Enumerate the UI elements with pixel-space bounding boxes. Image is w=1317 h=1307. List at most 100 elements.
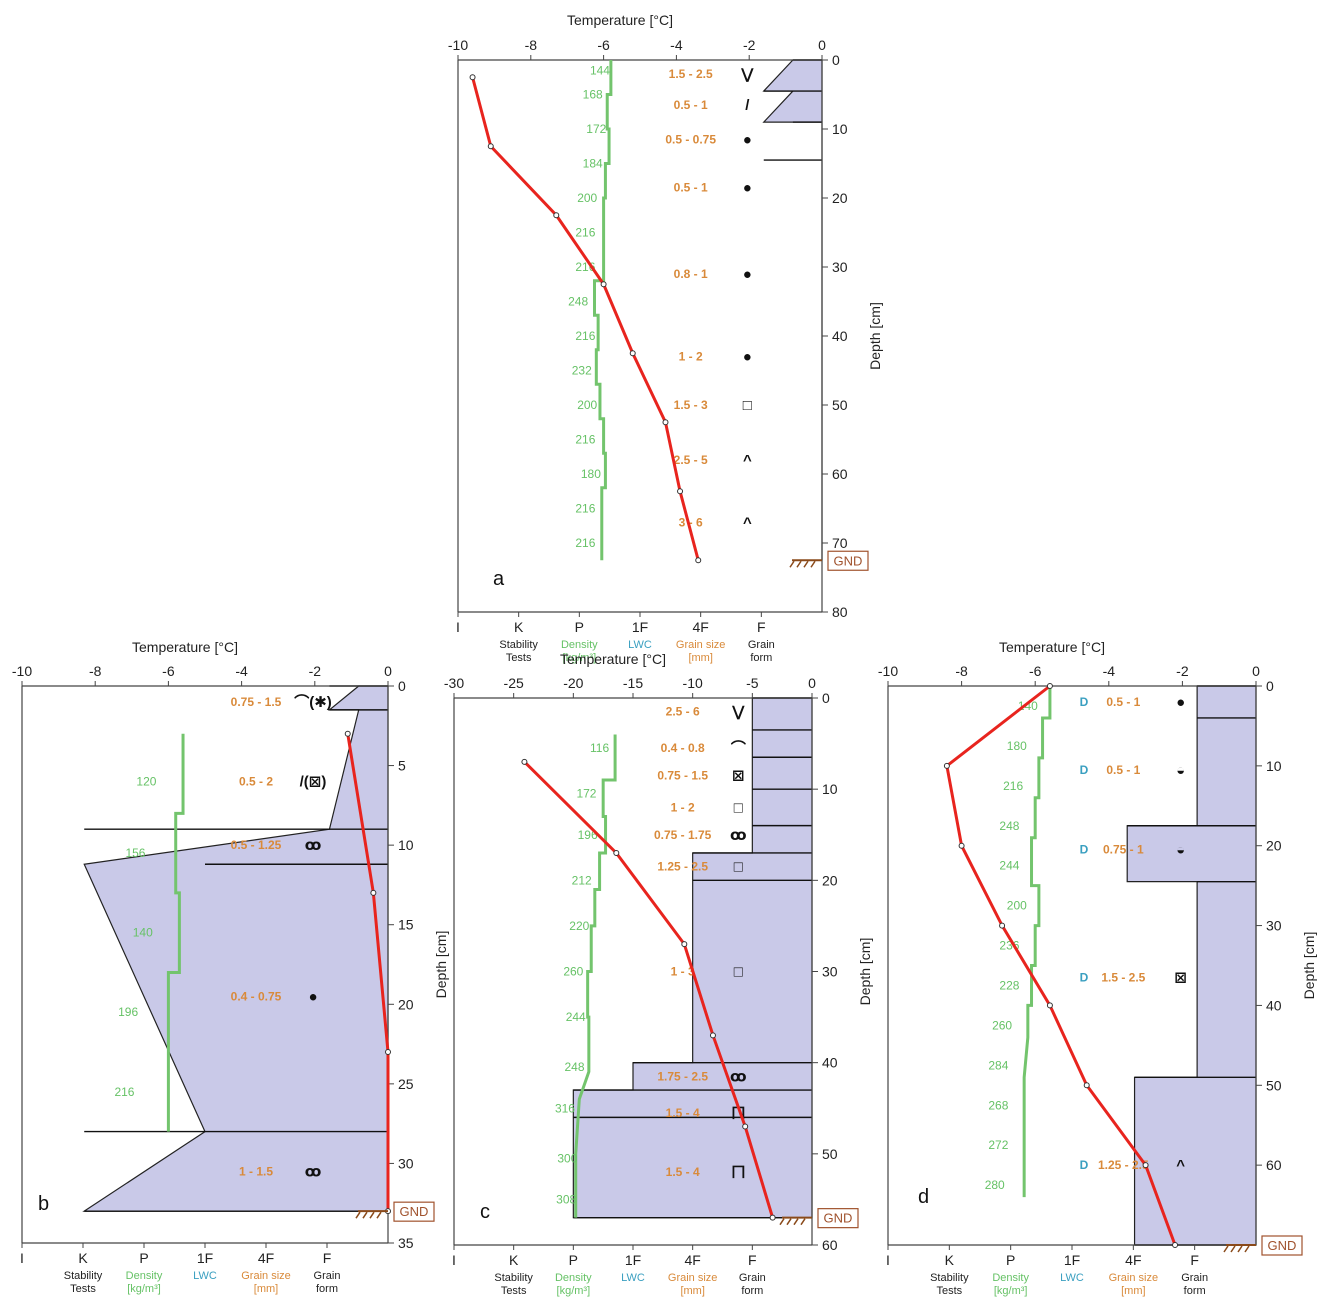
grain-form-fragmented(new-snow)-icon: ⌒(✱) xyxy=(294,693,332,711)
grain-size-label: 1.25 - 2.5 xyxy=(657,860,708,874)
grain-form-melt-forms-icon: ꝏ xyxy=(305,1163,322,1180)
temperature-point xyxy=(769,1214,776,1221)
density-label: 216 xyxy=(575,502,595,516)
grain-form-melt-forms-icon: ꝏ xyxy=(730,827,747,844)
column-title: LWC xyxy=(621,1272,645,1284)
grain-size-label: 0.75 - 1 xyxy=(1103,843,1144,857)
temperature-tick-label: -10 xyxy=(448,37,468,53)
grain-size-label: 3 - 6 xyxy=(679,515,703,529)
grain-size-label: 1.5 - 3 xyxy=(674,398,708,412)
column-title: Grain size xyxy=(668,1272,718,1284)
ground-hatch xyxy=(355,1211,361,1219)
depth-tick-label: 60 xyxy=(1266,1157,1282,1173)
density-label: 180 xyxy=(581,467,601,481)
temperature-point xyxy=(1046,1002,1053,1009)
temperature-tick-label: 0 xyxy=(384,663,392,679)
grain-form-depth-hoar-icon: ^ xyxy=(743,514,752,531)
grain-size-label: 1.5 - 2.5 xyxy=(669,67,713,81)
density-label: 232 xyxy=(572,364,592,378)
temperature-tick-label: -2 xyxy=(309,663,322,679)
temperature-tick-label: -5 xyxy=(746,675,759,691)
column-title: Stability xyxy=(494,1272,533,1284)
temperature-point xyxy=(1046,683,1053,689)
column-title: [mm] xyxy=(1121,1285,1145,1297)
column-title: Grain size xyxy=(1109,1272,1159,1284)
ground-label-box xyxy=(827,550,869,571)
depth-tick-label: 30 xyxy=(822,964,838,980)
density-label: 172 xyxy=(586,122,606,136)
temperature-point xyxy=(613,849,620,856)
depth-tick-label: 0 xyxy=(822,690,830,706)
grain-size-label: 2.5 - 5 xyxy=(674,453,708,467)
density-profile-line xyxy=(166,733,185,1132)
temperature-point xyxy=(385,1049,391,1056)
depth-axis-title: Depth [cm] xyxy=(433,931,449,999)
density-label: 184 xyxy=(583,157,603,171)
depth-tick-label: 20 xyxy=(832,190,848,206)
column-title: Tests xyxy=(501,1285,527,1297)
temperature-point xyxy=(521,758,528,765)
lwc-label: D xyxy=(1080,970,1089,984)
ground-hatch xyxy=(779,1218,785,1226)
ground-label-box xyxy=(817,1208,859,1229)
temperature-point xyxy=(681,941,688,948)
density-label: 316 xyxy=(555,1101,575,1115)
grain-form-rounded-icon: ● xyxy=(308,988,317,1005)
ground-label-box xyxy=(1261,1235,1303,1256)
density-label: 272 xyxy=(988,1138,1008,1152)
temperature-tick-label: -10 xyxy=(683,675,703,691)
temperature-tick-label: -10 xyxy=(878,663,898,679)
column-title: Tests xyxy=(506,652,532,664)
column-title: [kg/m³] xyxy=(557,1285,591,1297)
grain-size-label: 1.5 - 2.5 xyxy=(1101,970,1145,984)
density-label: 168 xyxy=(583,88,603,102)
density-label: 216 xyxy=(1003,779,1023,793)
grain-size-label: 1.5 - 4 xyxy=(666,1165,700,1179)
temperature-tick-label: -20 xyxy=(563,675,583,691)
grain-form-new-snow-icon: ⋁ xyxy=(741,66,754,83)
grain-size-label: 0.5 - 2 xyxy=(239,774,273,788)
column-title: Grain xyxy=(314,1270,341,1282)
column-title: Grain xyxy=(748,639,775,651)
density-label: 280 xyxy=(985,1178,1005,1192)
ground-label-box xyxy=(393,1201,435,1222)
temperature-point xyxy=(469,74,476,81)
hardness-tick-label: F xyxy=(323,1250,332,1266)
hardness-tick-label: F xyxy=(757,619,766,635)
ground-hatch xyxy=(369,1211,375,1219)
hardness-tick-label: 1F xyxy=(625,1252,641,1268)
grain-size-label: 0.75 - 1.5 xyxy=(231,695,282,709)
grain-size-label: 0.5 - 1 xyxy=(1106,695,1140,709)
ground-label: GND xyxy=(834,553,863,568)
column-title: form xyxy=(750,652,772,664)
density-label: 248 xyxy=(565,1060,585,1074)
grain-size-label: 0.5 - 1.25 xyxy=(231,838,282,852)
density-profile-line xyxy=(574,734,617,1218)
density-label: 268 xyxy=(988,1098,1008,1112)
temperature-point xyxy=(600,281,607,288)
grain-size-label: 0.8 - 1 xyxy=(674,267,708,281)
grain-form-faceted-icon: □ xyxy=(734,859,743,876)
density-label: 144 xyxy=(590,63,610,77)
hardness-tick-label: 4F xyxy=(258,1250,274,1266)
density-label: 120 xyxy=(136,774,156,788)
depth-tick-label: 30 xyxy=(398,1155,414,1171)
column-title: [mm] xyxy=(254,1283,278,1295)
hardness-profile-area xyxy=(82,685,389,1212)
temperature-axis-title: Temperature [°C] xyxy=(567,12,673,28)
depth-tick-label: 0 xyxy=(1266,678,1274,694)
temperature-axis-title: Temperature [°C] xyxy=(560,651,666,667)
ground-hatch xyxy=(789,560,795,568)
depth-tick-label: 70 xyxy=(832,535,848,551)
ground-hatch xyxy=(376,1211,382,1219)
grain-size-label: 2.5 - 6 xyxy=(666,705,700,719)
density-label: 180 xyxy=(1007,739,1027,753)
panel-label: d xyxy=(918,1186,929,1208)
temperature-tick-label: -6 xyxy=(162,663,175,679)
density-label: 216 xyxy=(575,226,595,240)
column-title: Density xyxy=(555,1272,592,1284)
hardness-tick-label: F xyxy=(748,1252,757,1268)
hardness-tick-label: I xyxy=(20,1250,24,1266)
temperature-tick-label: -4 xyxy=(235,663,248,679)
